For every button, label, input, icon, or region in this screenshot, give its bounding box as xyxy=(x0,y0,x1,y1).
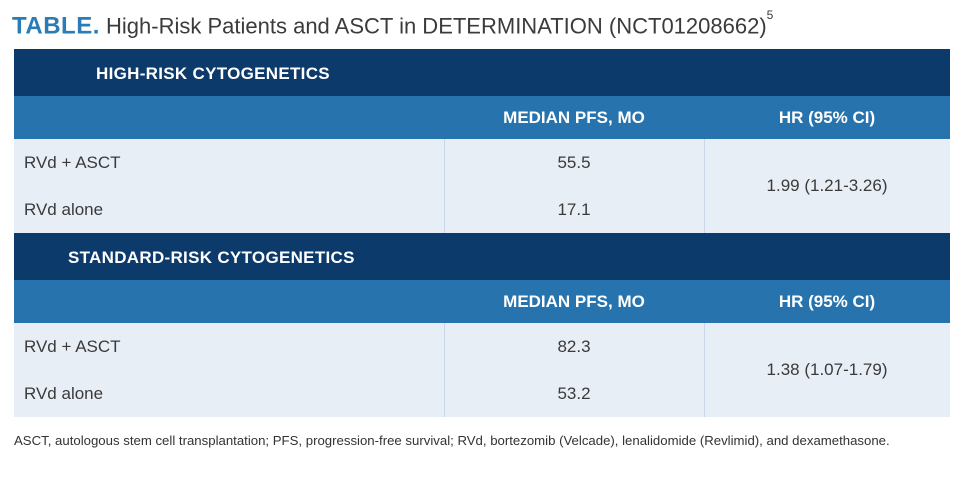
table-label: TABLE. xyxy=(12,12,100,40)
hr-cell: 1.38 (1.07-1.79) xyxy=(704,323,950,417)
column-divider xyxy=(444,139,445,233)
table-footnote: ASCT, autologous stem cell transplantati… xyxy=(14,433,890,448)
arm-cell: RVd alone xyxy=(24,384,104,403)
column-divider xyxy=(704,323,705,417)
section-heading-text: HIGH-RISK CYTOGENETICS xyxy=(96,64,330,83)
column-header-row: MEDIAN PFS, MO HR (95% CI) xyxy=(14,280,950,323)
section-heading-standard-risk: STANDARD-RISK CYTOGENETICS xyxy=(14,233,950,280)
arm-cell: RVd alone xyxy=(24,200,104,219)
pfs-cell: 53.2 xyxy=(557,384,591,403)
table-row: RVd alone 17.1 xyxy=(14,186,950,233)
table-row: RVd + ASCT 55.5 xyxy=(14,139,950,186)
pfs-cell: 82.3 xyxy=(557,337,591,356)
table-row: RVd + ASCT 82.3 xyxy=(14,323,950,370)
column-divider xyxy=(444,323,445,417)
pfs-cell: 17.1 xyxy=(557,200,591,219)
section-body-high-risk: RVd + ASCT 55.5 RVd alone 17.1 1.99 (1.2… xyxy=(14,139,950,233)
section-body-standard-risk: RVd + ASCT 82.3 RVd alone 53.2 1.38 (1.0… xyxy=(14,323,950,417)
table-title: TABLE. High-Risk Patients and ASCT in DE… xyxy=(12,6,773,40)
column-header-median-pfs: MEDIAN PFS, MO xyxy=(503,108,645,127)
table-row: RVd alone 53.2 xyxy=(14,370,950,417)
pfs-cell: 55.5 xyxy=(557,153,591,172)
table-title-text: High-Risk Patients and ASCT in DETERMINA… xyxy=(106,13,767,39)
section-heading-high-risk: HIGH-RISK CYTOGENETICS xyxy=(14,49,950,96)
hr-cell: 1.99 (1.21-3.26) xyxy=(704,139,950,233)
column-divider xyxy=(704,139,705,233)
column-header-median-pfs: MEDIAN PFS, MO xyxy=(503,292,645,311)
arm-cell: RVd + ASCT xyxy=(24,153,121,172)
data-table: HIGH-RISK CYTOGENETICS MEDIAN PFS, MO HR… xyxy=(14,49,950,417)
hr-value: 1.38 (1.07-1.79) xyxy=(766,360,888,379)
reference-superscript: 5 xyxy=(766,8,774,22)
section-heading-text: STANDARD-RISK CYTOGENETICS xyxy=(68,248,355,267)
column-header-hr: HR (95% CI) xyxy=(778,292,876,311)
column-header-row: MEDIAN PFS, MO HR (95% CI) xyxy=(14,96,950,139)
hr-value: 1.99 (1.21-3.26) xyxy=(766,176,888,195)
column-header-hr: HR (95% CI) xyxy=(778,108,876,127)
arm-cell: RVd + ASCT xyxy=(24,337,121,356)
